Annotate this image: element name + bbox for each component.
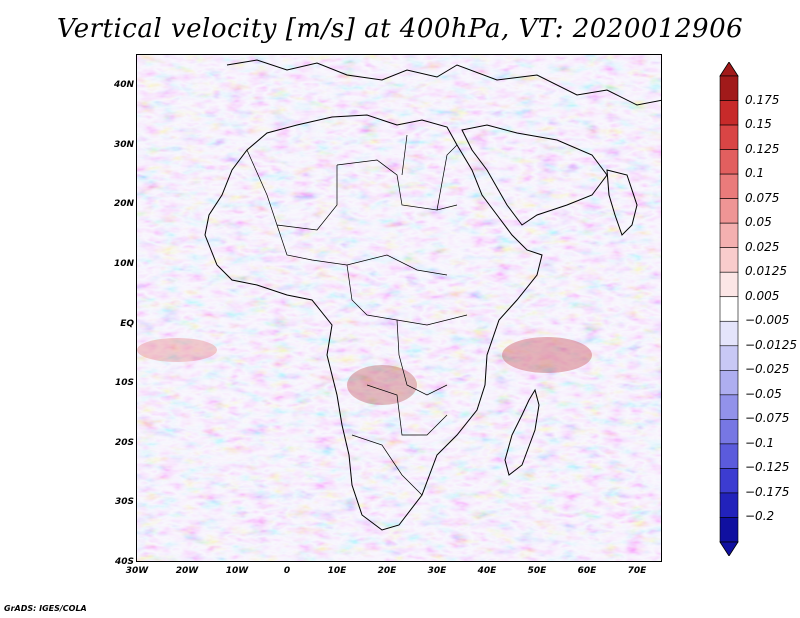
colorbar-box	[719, 492, 739, 518]
colorbar-level-label: −0.005	[745, 313, 790, 328]
europe-coastline	[226, 59, 661, 106]
lon-label-30w: 30W	[125, 566, 149, 576]
colorbar-box	[719, 100, 739, 126]
lon-label-50e: 50E	[527, 566, 547, 576]
colorbar	[719, 62, 739, 556]
colorbar-level-label: 0.125	[745, 141, 780, 156]
grads-credit: GrADS: IGES/COLA	[4, 604, 87, 613]
colorbar-top-arrow	[719, 62, 739, 77]
lat-label-10n: 10N	[113, 259, 134, 269]
itcz-patch-atlantic	[137, 338, 217, 362]
vertical-velocity-field	[137, 55, 661, 561]
lon-label-60e: 60E	[577, 566, 597, 576]
colorbar-box	[719, 198, 739, 224]
colorbar-level-label: −0.05	[745, 386, 782, 401]
coastlines	[204, 59, 661, 531]
colorbar-box	[719, 517, 739, 543]
colorbar-box	[719, 370, 739, 396]
lon-label-20w: 20W	[175, 566, 199, 576]
colorbar-box	[719, 394, 739, 420]
colorbar-box	[719, 75, 739, 101]
lon-label-10w: 10W	[225, 566, 249, 576]
convection-patch-south-africa	[347, 365, 417, 405]
colorbar-box	[719, 149, 739, 175]
lon-label-70e: 70E	[627, 566, 647, 576]
colorbar-level-label: 0.1	[745, 166, 765, 181]
colorbar-box	[719, 271, 739, 298]
colorbar-box	[719, 173, 739, 199]
colorbar-level-label: −0.2	[745, 509, 775, 524]
colorbar-level-label: 0.15	[745, 117, 772, 132]
convection-patch-indian-ocean	[502, 337, 592, 373]
colorbar-box	[719, 345, 739, 371]
lat-label-40n: 40N	[113, 80, 134, 90]
country-borders	[246, 134, 468, 496]
colorbar-level-label: 0.05	[745, 215, 772, 230]
colorbar-box	[719, 419, 739, 445]
africa-coastline	[204, 114, 543, 531]
lat-label-20n: 20N	[113, 199, 134, 209]
colorbar-box	[719, 222, 739, 248]
lon-label-0: 0	[283, 566, 291, 576]
lat-label-10s: 10S	[114, 378, 134, 388]
colorbar-level-label: −0.025	[745, 362, 790, 377]
lon-label-20e: 20E	[377, 566, 397, 576]
field-noise-texture	[137, 55, 661, 561]
colorbar-box	[719, 320, 739, 347]
colorbar-box	[719, 296, 739, 322]
colorbar-box	[719, 443, 739, 469]
lat-label-30s: 30S	[114, 497, 134, 507]
colorbar-bottom-arrow	[719, 541, 739, 556]
lon-label-10e: 10E	[327, 566, 347, 576]
colorbar-level-label: 0.0125	[745, 264, 787, 279]
madagascar-coastline	[504, 388, 540, 476]
colorbar-level-label: 0.025	[745, 239, 780, 254]
colorbar-level-label: −0.075	[745, 411, 790, 426]
map-title: Vertical velocity [m/s] at 400hPa, VT: 2…	[56, 14, 744, 44]
lat-label-30n: 30N	[113, 140, 134, 150]
lon-label-40e: 40E	[477, 566, 497, 576]
lat-label-40s: 40S	[114, 557, 134, 567]
lat-label-eq: EQ	[120, 319, 134, 329]
colorbar-level-label: 0.005	[745, 288, 780, 303]
colorbar-level-label: 0.075	[745, 190, 780, 205]
colorbar-level-label: −0.175	[745, 484, 790, 499]
lat-label-20s: 20S	[114, 438, 134, 448]
colorbar-level-label: 0.175	[745, 92, 780, 107]
arabia-coastline	[461, 124, 608, 226]
colorbar-box	[719, 468, 739, 494]
colorbar-box	[719, 124, 739, 150]
colorbar-level-label: −0.0125	[745, 337, 798, 352]
lon-label-30e: 30E	[427, 566, 447, 576]
colorbar-box	[719, 247, 739, 273]
india-coastline	[606, 169, 638, 236]
map-plot-area	[136, 54, 662, 562]
colorbar-level-label: −0.1	[745, 435, 775, 450]
colorbar-level-label: −0.125	[745, 460, 790, 475]
